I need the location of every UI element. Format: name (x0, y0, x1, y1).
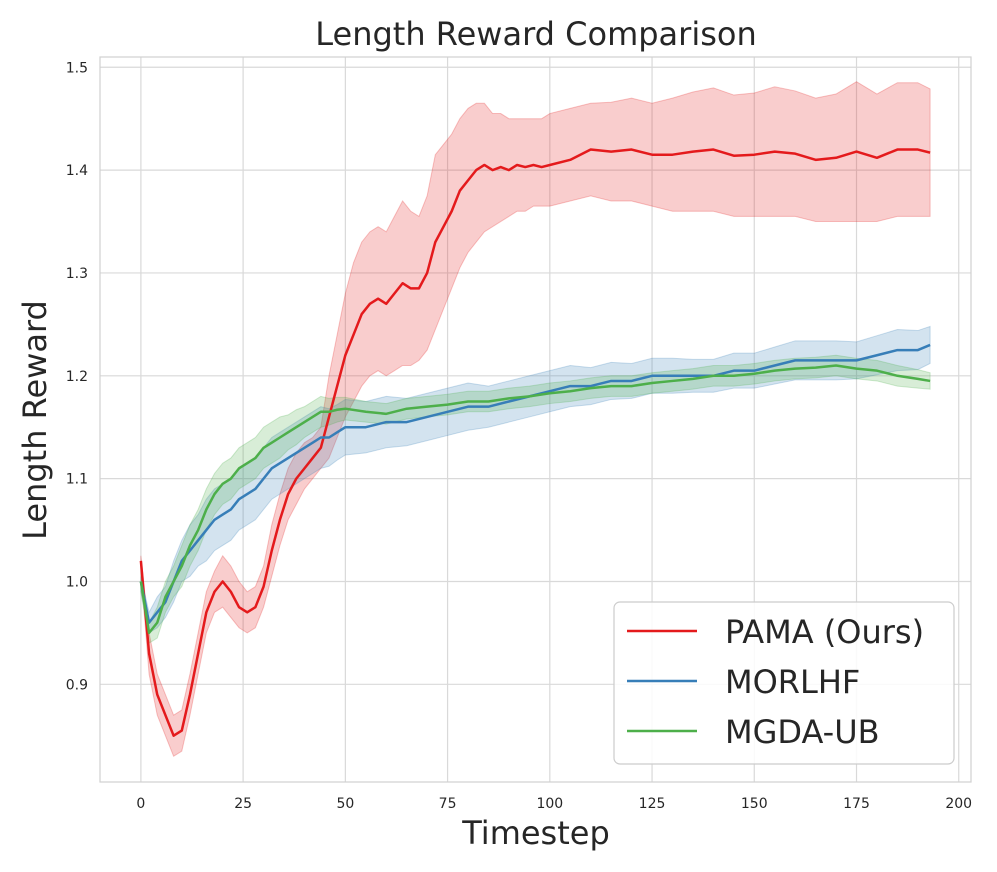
y-axis-title: Length Reward (16, 300, 54, 540)
band-morlhf (140, 325, 931, 634)
x-tick-label: 150 (741, 796, 768, 812)
x-tick-label: 175 (843, 796, 870, 812)
x-tick-label: 25 (234, 796, 252, 812)
x-tick-label: 200 (945, 796, 972, 812)
legend-label-pama: PAMA (Ours) (725, 613, 924, 651)
line-pama (139, 148, 931, 737)
legend: PAMA (Ours) MORLHF MGDA-UB (613, 601, 955, 765)
y-tick-label: 1.1 (66, 472, 88, 488)
y-tick-label: 1.2 (66, 369, 88, 385)
legend-box (613, 601, 955, 765)
y-tick-label: 1.5 (66, 60, 88, 76)
y-tick-labels: 0.9 1.0 1.1 1.2 1.3 1.4 1.5 (66, 60, 88, 693)
legend-label-morlhf: MORLHF (725, 663, 860, 701)
x-tick-label: 50 (336, 796, 354, 812)
x-tick-label: 125 (639, 796, 666, 812)
series-lines (139, 148, 931, 737)
line-morlhf (139, 343, 931, 624)
line-mgda-ub (139, 364, 931, 635)
x-tick-label: 100 (536, 796, 563, 812)
band-pama (140, 81, 931, 758)
chart-title: Length Reward Comparison (315, 15, 756, 53)
x-tick-label: 75 (439, 796, 457, 812)
y-tick-label: 1.0 (66, 574, 88, 590)
y-tick-label: 0.9 (66, 677, 88, 693)
y-tick-label: 1.3 (66, 266, 88, 282)
x-tick-label: 0 (136, 796, 145, 812)
x-tick-labels: 0 25 50 75 100 125 150 175 200 (136, 796, 972, 812)
y-tick-label: 1.4 (66, 163, 88, 179)
legend-label-mgda-ub: MGDA-UB (725, 713, 880, 751)
x-axis-title: Timestep (461, 814, 610, 852)
confidence-bands (140, 81, 931, 758)
plot-frame (99, 56, 972, 783)
band-mgda-ub (140, 354, 931, 644)
